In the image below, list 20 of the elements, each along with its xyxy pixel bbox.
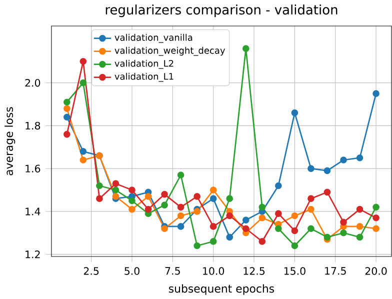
x-tick-label: 7.5 — [165, 266, 180, 275]
x-tick-label: 17.5 — [325, 266, 346, 275]
legend-label: validation_weight_decay — [114, 46, 226, 56]
y-tick-label: 2.0 — [25, 78, 40, 87]
y-tick-label: 1.4 — [26, 208, 40, 215]
legend-label: validation_L2 — [114, 60, 174, 69]
x-tick-label: 2.5 — [84, 266, 99, 275]
legend-label: validation_L1 — [114, 72, 174, 82]
chart-title: regularizers comparison - validation — [106, 4, 338, 17]
y-tick-label: 1.6 — [26, 164, 40, 172]
y-axis-title: average loss — [4, 106, 16, 176]
x-tick-label: 5.0 — [124, 266, 140, 275]
y-tick-label: 1.8 — [26, 122, 40, 130]
legend-label: validation_vanilla — [114, 34, 192, 43]
x-axis-title: subsequent epochs — [168, 284, 274, 295]
y-tick-label: 1.2 — [26, 250, 40, 258]
x-tick-label: 15.0 — [284, 266, 306, 275]
x-tick-label: 12.5 — [244, 266, 265, 275]
x-tick-label: 10.0 — [203, 266, 224, 275]
x-tick-label: 20.0 — [365, 266, 387, 275]
